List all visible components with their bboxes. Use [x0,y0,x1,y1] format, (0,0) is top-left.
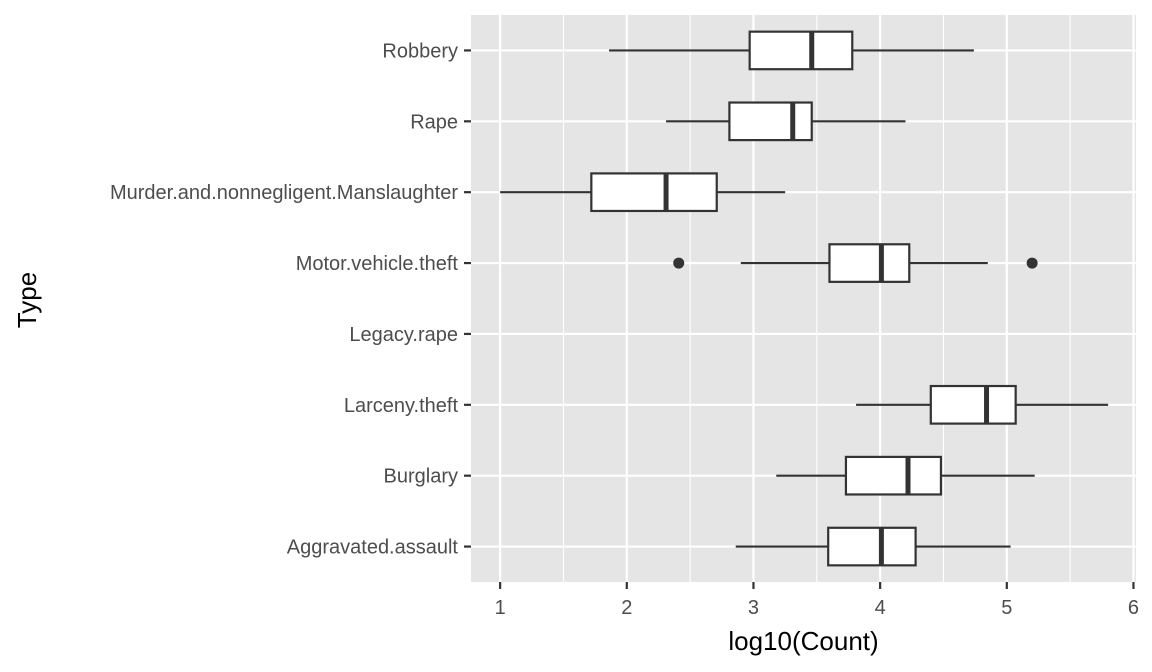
y-axis-title: Type [12,272,42,328]
box-iqr [828,243,911,283]
box-iqr [590,172,718,213]
x-tick-label: 5 [1001,597,1012,619]
y-tick-label: Aggravated.assault [287,537,459,559]
y-tick-label: Murder.and.nonnegligent.Manslaughter [110,182,458,204]
y-tick-label: Legacy.rape [349,324,458,346]
box-iqr [844,455,943,496]
y-tick-label: Rape [410,111,458,133]
y-tick-label: Burglary [384,466,458,488]
y-tick-label: Robbery [382,40,458,62]
y-axis: Aggravated.assault Burglary Larceny.theft L… [110,40,471,559]
boxes-layer [500,30,1109,567]
box-iqr [827,526,917,567]
box-iqr [929,384,1017,425]
x-axis-title: log10(Count) [728,626,878,656]
plot-panel [471,15,1136,582]
box-iqr [728,101,813,142]
outlier-point [1026,257,1038,269]
x-tick-label: 3 [748,597,759,619]
x-tick-label: 6 [1128,597,1139,619]
y-tick-label: Motor.vehicle.theft [296,253,459,275]
box-iqr [748,30,854,71]
x-tick-label: 1 [495,597,506,619]
y-tick-label: Larceny.theft [344,395,459,417]
x-axis: 1 2 3 4 5 6 [495,582,1139,619]
x-tick-label: 4 [875,597,886,619]
outlier-point [673,257,685,269]
x-tick-label: 2 [621,597,632,619]
